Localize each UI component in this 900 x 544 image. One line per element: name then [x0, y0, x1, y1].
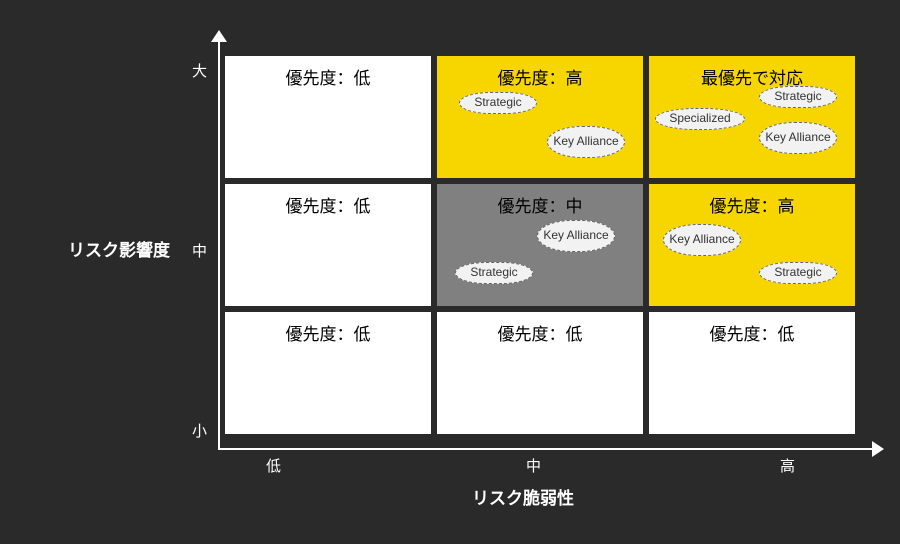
- x-tick-high: 高: [780, 455, 795, 476]
- cell-r2-c2: 優先度：低: [649, 312, 855, 434]
- y-tick-low: 小: [192, 420, 207, 441]
- cell-title: 優先度：高: [437, 56, 643, 89]
- y-axis-title: リスク影響度: [68, 236, 170, 261]
- y-axis-line: [218, 40, 220, 450]
- y-tick-high: 大: [192, 60, 207, 81]
- pill-strategic: Strategic: [459, 92, 537, 114]
- cell-r1-c1: 優先度：中Key AllianceStrategic: [437, 184, 643, 306]
- cell-r0-c1: 優先度：高 Strategic Key Alliance: [437, 56, 643, 178]
- pill-key-alliance: Key Alliance: [537, 220, 615, 252]
- cell-r0-c2: 最優先で対応Strategic Specialized Key Alliance: [649, 56, 855, 178]
- pill-specialized: Specialized: [655, 108, 745, 130]
- pill-strategic: Strategic: [759, 262, 837, 284]
- cell-title: 優先度：低: [225, 312, 431, 345]
- x-tick-mid: 中: [526, 455, 541, 476]
- cell-title: 優先度：高: [649, 184, 855, 217]
- x-axis-arrow: [872, 441, 884, 457]
- pill-key-alliance: Key Alliance: [759, 122, 837, 154]
- priority-matrix: 優先度：低 優先度：高StrategicKey Alliance 最優先で対応S…: [225, 56, 855, 434]
- pill-strategic: Strategic: [759, 86, 837, 108]
- pill-key-alliance: Key Alliance: [547, 126, 625, 158]
- cell-title: 最優先で対応: [649, 56, 855, 89]
- cell-title: 優先度：中: [437, 184, 643, 217]
- x-axis-title: リスク脆弱性: [472, 484, 574, 509]
- cell-title: 優先度：低: [225, 56, 431, 89]
- pill-strategic: Strategic: [455, 262, 533, 284]
- x-tick-low: 低: [266, 455, 281, 476]
- x-axis-line: [218, 448, 874, 450]
- cell-r2-c0: 優先度：低: [225, 312, 431, 434]
- cell-title: 優先度：低: [225, 184, 431, 217]
- y-axis-arrow: [211, 30, 227, 42]
- y-tick-mid: 中: [192, 240, 207, 261]
- pill-key-alliance: Key Alliance: [663, 224, 741, 256]
- cell-r1-c2: 優先度：高 Key Alliance Strategic: [649, 184, 855, 306]
- cell-r2-c1: 優先度：低: [437, 312, 643, 434]
- cell-r1-c0: 優先度：低: [225, 184, 431, 306]
- cell-title: 優先度：低: [437, 312, 643, 345]
- cell-title: 優先度：低: [649, 312, 855, 345]
- cell-r0-c0: 優先度：低: [225, 56, 431, 178]
